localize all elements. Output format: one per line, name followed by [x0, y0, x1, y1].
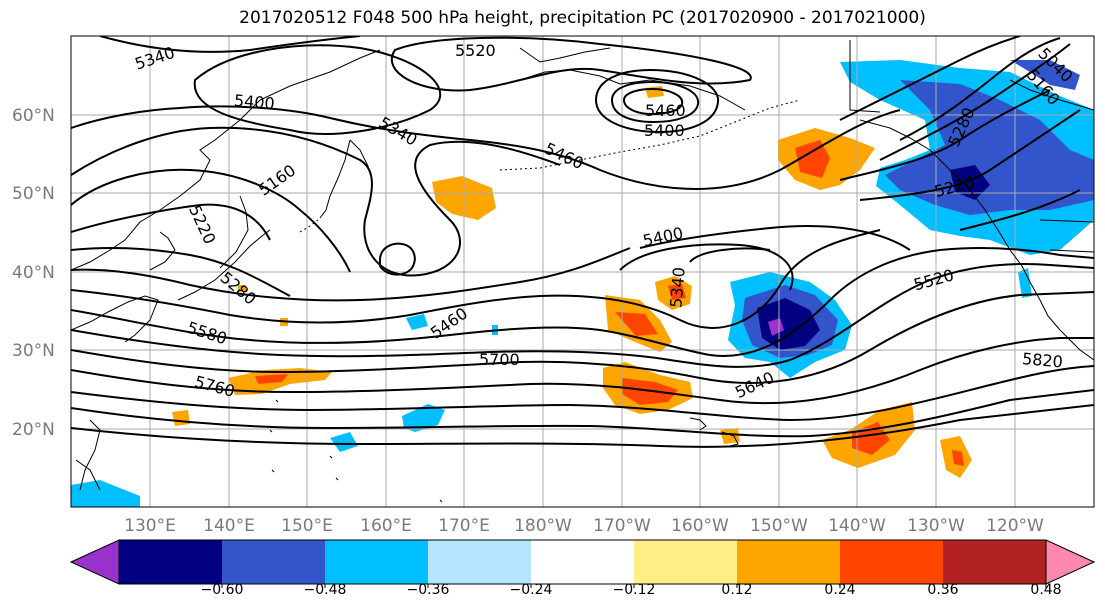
contour-label: 5460 — [645, 101, 686, 120]
lon-label-140e: 140°E — [203, 516, 255, 536]
colorbar-tick-label: 0.48 — [1030, 582, 1061, 598]
map-title: 2017020512 F048 500 hPa height, precipit… — [239, 8, 926, 28]
colorbar: −0.60 −0.48 −0.36 −0.24 −0.12 0.12 0.24 0.36 0.4… — [69, 539, 1096, 598]
colorbar-segment — [840, 540, 944, 584]
lon-label-120w: 120°W — [986, 516, 1044, 536]
lon-label-130w: 130°W — [907, 516, 965, 536]
height-contours — [71, 36, 1094, 448]
colorbar-segment — [943, 540, 1047, 584]
lat-label-40n: 40°N — [12, 263, 55, 283]
lon-label-140w: 140°W — [828, 516, 886, 536]
colorbar-tick-label: 0.12 — [721, 582, 752, 598]
contour-label: 5400 — [644, 121, 685, 140]
colorbar-segment — [428, 540, 532, 584]
colorbar-segment — [119, 540, 223, 584]
colorbar-tick-label: −0.12 — [613, 582, 656, 598]
lon-label-150w: 150°W — [750, 516, 808, 536]
contour-label: 5400 — [233, 91, 275, 113]
longitude-labels: 130°E 140°E 150°E 160°E 170°E 180°W 170°… — [124, 516, 1044, 536]
contour-label: 5820 — [1021, 349, 1063, 371]
contour-label: 5520 — [455, 41, 496, 60]
colorbar-segment — [531, 540, 635, 584]
lat-label-60n: 60°N — [12, 106, 55, 126]
lon-label-160w: 160°W — [671, 516, 729, 536]
colorbar-outline — [118, 539, 1047, 585]
lat-label-30n: 30°N — [12, 341, 55, 361]
colorbar-segment — [737, 540, 841, 584]
colorbar-tick-label: −0.60 — [201, 582, 244, 598]
colorbar-tick-label: 0.36 — [927, 582, 958, 598]
colorbar-extension-high — [1045, 539, 1096, 585]
lon-label-130e: 130°E — [124, 516, 176, 536]
colorbar-tick-label: −0.24 — [510, 582, 553, 598]
colorbar-tick-label: 0.24 — [824, 582, 855, 598]
lat-label-50n: 50°N — [12, 184, 55, 204]
lat-label-20n: 20°N — [12, 420, 55, 440]
colorbar-extension-low — [69, 539, 120, 585]
lon-label-150e: 150°E — [281, 516, 333, 536]
contour-label: 5340 — [666, 266, 688, 308]
lon-label-180w: 180°W — [514, 516, 572, 536]
contour-label: 5700 — [479, 350, 520, 369]
lon-label-170w: 170°W — [593, 516, 651, 536]
lon-label-160e: 160°E — [360, 516, 412, 536]
colorbar-segment — [634, 540, 738, 584]
colorbar-tick-label: −0.36 — [407, 582, 450, 598]
lon-label-170e: 170°E — [438, 516, 490, 536]
latitude-labels: 60°N 50°N 40°N 30°N 20°N — [12, 106, 55, 440]
colorbar-tick-label: −0.48 — [304, 582, 347, 598]
colorbar-segment — [222, 540, 326, 584]
map-frame — [70, 35, 1095, 508]
colorbar-segment — [325, 540, 429, 584]
